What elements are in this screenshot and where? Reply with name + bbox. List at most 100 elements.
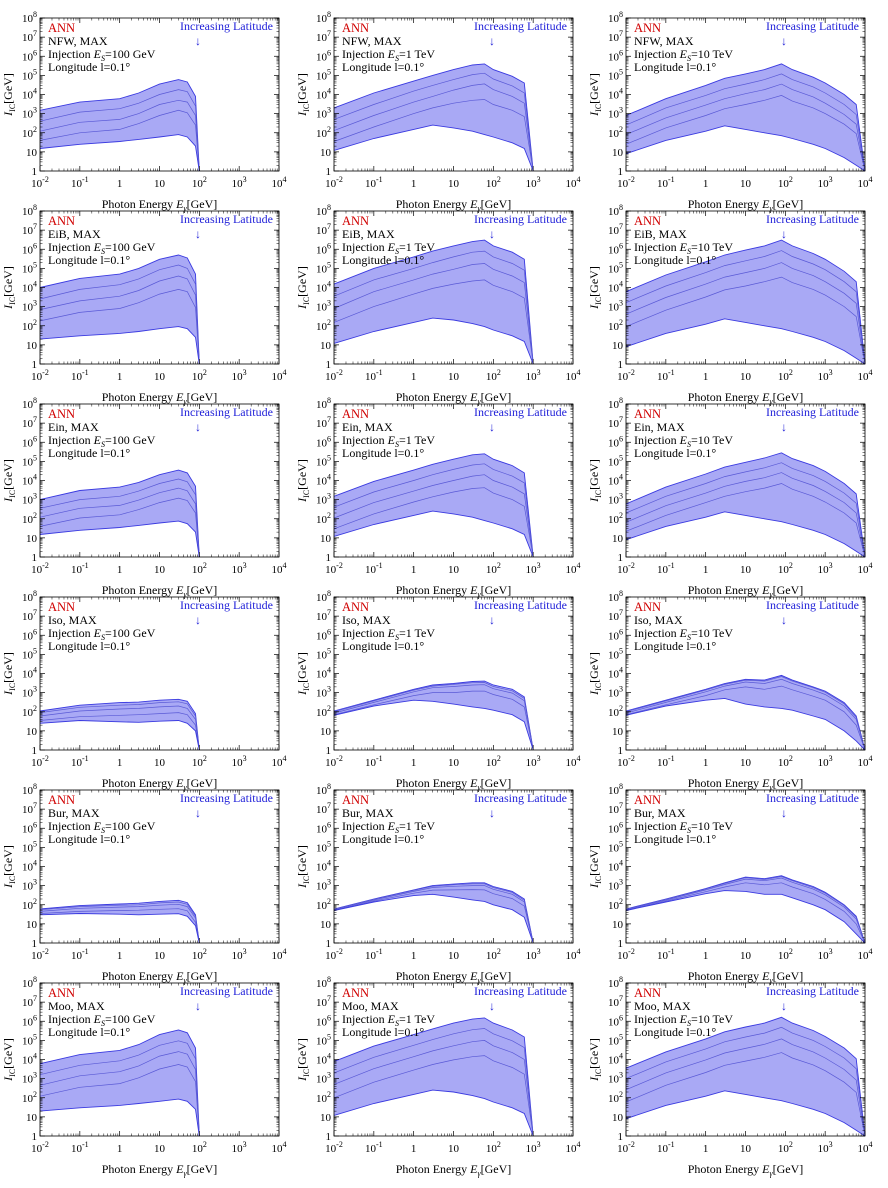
y-axis-label: IIC[GeV] [295, 845, 311, 889]
y-tick-label: 103 [22, 878, 37, 893]
longitude-label: Longitude l=0.1° [342, 1025, 424, 1039]
y-tick-label: 106 [316, 820, 331, 835]
y-tick-label: 104 [22, 666, 37, 681]
series-line [625, 63, 866, 172]
x-tick-label: 10-2 [617, 947, 635, 962]
y-tick-label: 103 [316, 299, 331, 314]
x-tick-label: 10-2 [325, 561, 343, 576]
x-tick-label: 103 [526, 947, 541, 962]
y-axis-label: IIC[GeV] [587, 266, 603, 310]
injection-label: Injection ES=1 TeV [342, 626, 435, 642]
y-axis-label: IIC[GeV] [295, 652, 311, 696]
series-line [333, 124, 534, 172]
x-tick-label: 10-1 [71, 754, 89, 769]
injection-label: Injection ES=1 TeV [342, 240, 435, 256]
y-tick-label: 108 [22, 589, 37, 604]
y-tick-label: 104 [316, 473, 331, 488]
y-tick-label: 1 [618, 359, 624, 371]
series-line [333, 684, 534, 751]
down-arrow-icon: ↓ [781, 613, 787, 627]
y-tick-label: 103 [316, 685, 331, 700]
down-arrow-icon: ↓ [489, 999, 495, 1013]
series-line [625, 483, 866, 558]
band-fill [334, 63, 534, 171]
y-tick-label: 107 [608, 29, 623, 44]
y-axis-label: IIC[GeV] [1, 73, 17, 117]
y-tick-label: 102 [608, 897, 623, 912]
series-line [625, 1052, 866, 1137]
down-arrow-icon: ↓ [781, 34, 787, 48]
series-line [333, 1055, 534, 1137]
series-line [333, 510, 534, 558]
y-tick-label: 102 [316, 318, 331, 333]
series-line [333, 474, 534, 558]
y-tick-label: 102 [608, 318, 623, 333]
x-tick-label: 102 [486, 1140, 501, 1155]
x-tick-label: 102 [778, 561, 793, 576]
process-label: ANN [342, 986, 369, 1000]
chart-panel: 10-2 10-1 1 10 102 103 104 1 10 102 103 104 105 106 10… [1, 203, 287, 406]
x-tick-label: 10 [154, 371, 166, 383]
x-tick-label: 103 [232, 947, 247, 962]
down-arrow-icon: ↓ [781, 806, 787, 820]
y-tick-label: 108 [608, 589, 623, 604]
y-tick-label: 1 [618, 745, 624, 757]
y-tick-label: 106 [316, 1013, 331, 1028]
y-axis-label: IIC[GeV] [1, 652, 17, 696]
process-label: ANN [634, 600, 661, 614]
series-line [333, 1028, 534, 1137]
x-tick-label: 102 [486, 368, 501, 383]
x-axis-label: Photon Energy Eγ[GeV] [688, 776, 804, 792]
increasing-latitude-label: Increasing Latitude [180, 791, 273, 805]
process-label: ANN [634, 793, 661, 807]
y-tick-label: 10 [612, 726, 624, 738]
increasing-latitude-label: Increasing Latitude [766, 212, 859, 226]
x-tick-label: 104 [566, 175, 581, 190]
y-tick-label: 1 [326, 745, 332, 757]
x-tick-label: 104 [272, 1140, 287, 1155]
x-tick-label: 104 [566, 947, 581, 962]
series-line [625, 877, 866, 944]
y-axis-label: IIC[GeV] [587, 73, 603, 117]
x-tick-label: 10-2 [31, 754, 49, 769]
band-fill [40, 1030, 200, 1136]
chart-panel: 10-2 10-1 1 10 102 103 104 1 10 102 103 104 105 106 10… [295, 782, 581, 985]
x-tick-label: 102 [486, 175, 501, 190]
y-tick-label: 104 [608, 473, 623, 488]
y-tick-label: 108 [608, 782, 623, 797]
y-tick-label: 105 [608, 453, 623, 468]
profile-label: Bur, MAX [48, 806, 100, 820]
profile-label: Ein, MAX [48, 420, 99, 434]
y-tick-label: 104 [316, 280, 331, 295]
y-tick-label: 108 [608, 203, 623, 218]
x-tick-label: 104 [272, 754, 287, 769]
band-fill [40, 900, 200, 943]
series-line [39, 487, 200, 558]
x-tick-label: 103 [232, 368, 247, 383]
series-line [625, 472, 866, 558]
y-tick-label: 108 [316, 203, 331, 218]
injection-label: Injection ES=10 TeV [634, 819, 733, 835]
chart-panel: 10-2 10-1 1 10 102 103 104 1 10 102 103 104 105 106 10… [587, 10, 873, 213]
x-tick-label: 1 [117, 757, 123, 769]
y-tick-label: 102 [22, 318, 37, 333]
series-line [39, 497, 200, 558]
series-line [333, 883, 534, 944]
y-tick-label: 108 [608, 396, 623, 411]
chart-panel: 10-2 10-1 1 10 102 103 104 1 10 102 103 104 105 106 10… [1, 10, 287, 213]
y-tick-label: 103 [22, 685, 37, 700]
x-tick-label: 1 [411, 178, 417, 190]
process-label: ANN [48, 214, 75, 228]
x-tick-label: 1 [117, 371, 123, 383]
y-tick-label: 103 [316, 492, 331, 507]
down-arrow-icon: ↓ [781, 420, 787, 434]
y-tick-label: 106 [22, 820, 37, 835]
profile-label: NFW, MAX [48, 34, 108, 48]
x-tick-label: 103 [232, 561, 247, 576]
down-arrow-icon: ↓ [195, 34, 201, 48]
x-tick-label: 10-2 [325, 175, 343, 190]
series-line [39, 275, 200, 365]
y-tick-label: 107 [316, 801, 331, 816]
y-tick-label: 105 [316, 67, 331, 82]
series-line [39, 701, 200, 751]
